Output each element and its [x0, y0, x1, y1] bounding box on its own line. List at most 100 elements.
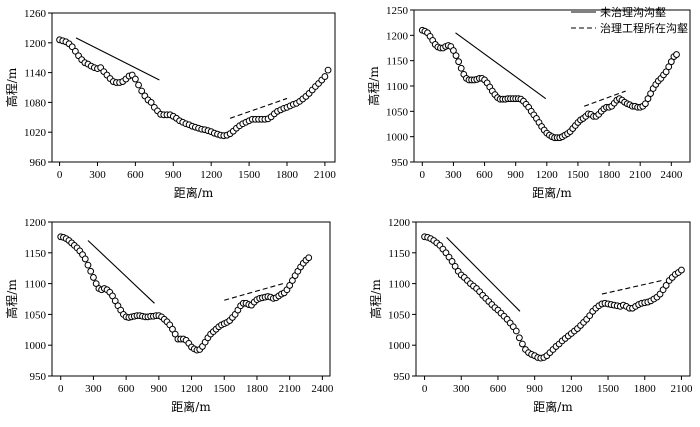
x-tick-label: 900: [507, 169, 524, 181]
data-point: [662, 282, 670, 289]
x-tick-label: 300: [453, 383, 470, 395]
y-tick-label: 950: [30, 371, 47, 383]
x-tick-label: 600: [118, 383, 135, 395]
solid-trend-line: [446, 237, 521, 312]
data-point: [678, 266, 685, 274]
data-point: [515, 334, 523, 342]
data-point: [448, 258, 456, 265]
data-point: [324, 66, 332, 74]
x-tick-label: 900: [151, 383, 168, 395]
panel-top-right: 0 300 600 900 1200 1500 1800 2100 2400 950 1000 105…: [366, 5, 691, 200]
x-tick-label: 0: [57, 169, 63, 181]
data-point: [131, 75, 139, 83]
y-tick-label: 1050: [388, 309, 411, 321]
data-point: [519, 340, 526, 348]
y-axis-title: 高程/m: [368, 279, 383, 319]
y-tick-label: 1000: [24, 340, 47, 352]
x-tick-label: 0: [58, 383, 64, 395]
x-tick-label: 1200: [200, 169, 223, 181]
y-tick-label: 1100: [24, 279, 46, 291]
x-axis-title: 距离/m: [532, 185, 572, 200]
x-tick-label: 2400: [311, 383, 334, 395]
legend: 未治理沟沟壑 治理工程所在沟壑: [571, 5, 688, 35]
x-tick-label: 1800: [634, 383, 657, 395]
y-tick-label: 1150: [388, 248, 410, 260]
x-tick-label: 1200: [536, 169, 559, 181]
x-tick-label: 900: [526, 383, 543, 395]
data-point: [90, 274, 97, 281]
dashed-trend-line: [583, 90, 626, 107]
x-axis-title: 距离/m: [171, 399, 211, 414]
y-axis-title: 高程/m: [366, 66, 381, 106]
x-tick-label: 2100: [670, 383, 693, 395]
y-tick-label: 1200: [386, 30, 409, 42]
panel-bottom-left: 0 300 600 900 1200 1500 1800 2100 2400 950 1000 105…: [4, 217, 334, 414]
data-point: [147, 99, 155, 106]
data-point: [673, 51, 680, 58]
x-tick-label: 900: [165, 169, 182, 181]
legend-dashed-label: 治理工程所在沟壑: [600, 21, 688, 35]
x-tick-label: 2100: [314, 169, 337, 181]
plot-frame: [51, 221, 331, 377]
y-tick-label: 1250: [386, 5, 409, 17]
x-tick-label: 300: [89, 169, 106, 181]
x-tick-label: 2100: [629, 169, 652, 181]
x-tick-label: 600: [490, 383, 507, 395]
y-tick-label: 1050: [24, 309, 47, 321]
data-point: [451, 262, 459, 270]
data-point: [68, 43, 76, 51]
panel-bottom-right: 0 300 600 900 1200 1500 1800 2100 950 1000 1050 110…: [368, 217, 693, 414]
x-tick-label: 1500: [213, 383, 236, 395]
y-tick-label: 950: [392, 157, 409, 169]
data-point: [321, 73, 329, 80]
y-tick-label: 950: [394, 371, 411, 383]
data-point: [457, 64, 465, 72]
x-tick-label: 2100: [279, 383, 302, 395]
data-point: [138, 87, 146, 95]
data-point: [81, 255, 89, 263]
y-tick-label: 1200: [24, 38, 47, 50]
dashed-trend-line: [224, 283, 284, 301]
plot-frame: [51, 12, 336, 163]
x-axis-title: 距离/m: [533, 399, 573, 414]
data-point: [71, 47, 79, 55]
y-tick-label: 1260: [24, 8, 47, 20]
x-tick-label: 1200: [560, 383, 583, 395]
y-tick-label: 1050: [386, 106, 409, 118]
y-tick-label: 1000: [386, 132, 409, 144]
solid-trend-line: [87, 240, 155, 304]
y-tick-label: 1020: [24, 127, 47, 139]
x-tick-label: 1500: [238, 169, 261, 181]
y-tick-label: 1000: [388, 340, 411, 352]
x-tick-label: 1500: [567, 169, 590, 181]
x-tick-label: 1800: [598, 169, 621, 181]
x-tick-label: 600: [476, 169, 493, 181]
y-tick-label: 1150: [386, 56, 408, 68]
y-tick-label: 1100: [386, 81, 408, 93]
plot-frame: [415, 221, 691, 377]
y-tick-label: 1200: [24, 217, 47, 229]
x-axis-title: 距离/m: [174, 185, 214, 200]
x-tick-label: 300: [85, 383, 102, 395]
x-tick-label: 0: [422, 383, 428, 395]
x-tick-label: 1500: [597, 383, 620, 395]
x-tick-label: 2400: [660, 169, 683, 181]
solid-trend-line: [75, 37, 160, 81]
dashed-trend-line: [601, 279, 662, 295]
y-tick-label: 1200: [388, 217, 411, 229]
y-tick-label: 1140: [24, 68, 46, 80]
y-axis-title: 高程/m: [4, 279, 19, 319]
x-tick-label: 600: [127, 169, 144, 181]
data-point: [84, 261, 92, 269]
y-tick-label: 1100: [388, 279, 410, 291]
x-tick-label: 0: [420, 169, 426, 181]
panel-top-left: 0 300 600 900 1200 1500 1800 2100 960 1020 1080 114…: [4, 8, 336, 200]
solid-trend-line: [455, 32, 547, 100]
legend-solid-label: 未治理沟沟壑: [600, 5, 666, 19]
x-tick-label: 1200: [181, 383, 204, 395]
data-point: [305, 254, 313, 262]
data-point: [452, 52, 460, 59]
data-point: [512, 327, 520, 335]
x-tick-label: 300: [445, 169, 462, 181]
